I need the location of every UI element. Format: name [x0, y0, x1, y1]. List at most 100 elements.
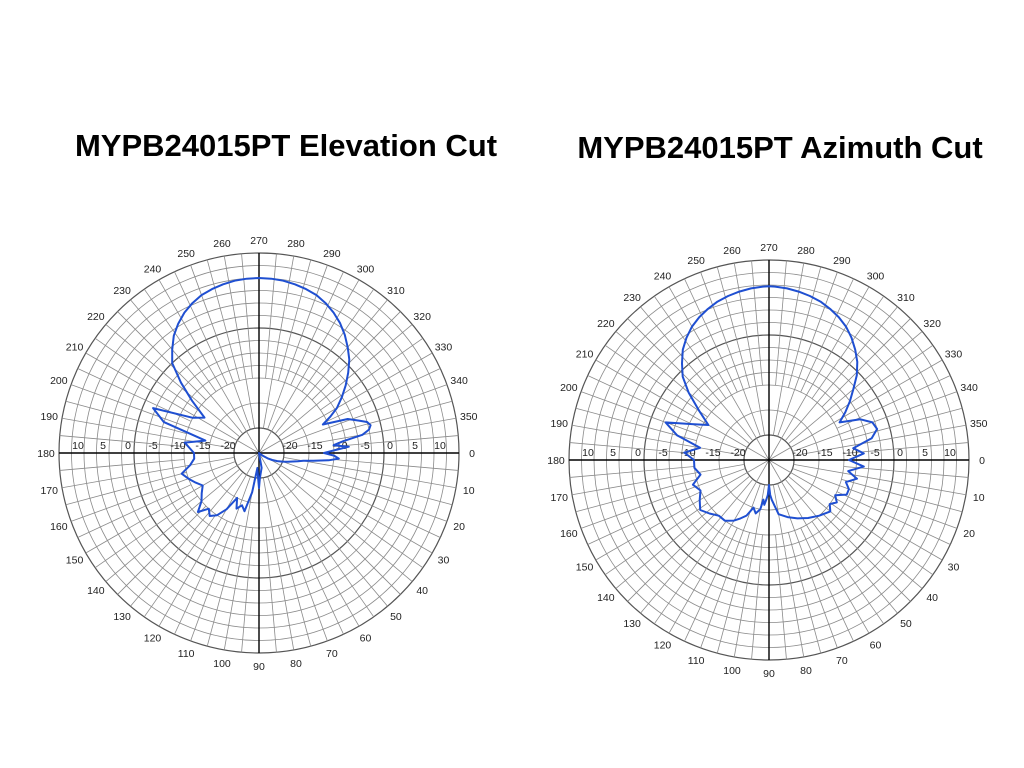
- elevation-spoke: [130, 299, 244, 435]
- azimuth-spoke: [777, 483, 838, 649]
- elevation-angle-label: 240: [144, 264, 162, 276]
- azimuth-spoke: [575, 479, 697, 513]
- elevation-angle-label: 340: [450, 375, 468, 387]
- azimuth-spoke: [775, 260, 787, 386]
- azimuth-spoke: [716, 266, 750, 388]
- azimuth-spoke: [811, 521, 885, 625]
- azimuth-spoke: [604, 344, 708, 418]
- azimuth-radial-labels: -20 -20-15 -15-10 -10-5 -50 05 510 10: [582, 447, 956, 459]
- azimuth-spoke: [792, 468, 958, 529]
- elevation-angle-label: 30: [438, 555, 450, 567]
- elevation-radial-label: -15: [307, 440, 322, 452]
- azimuth-spoke: [777, 271, 838, 437]
- elevation-angle-label: 300: [357, 264, 375, 276]
- azimuth-angle-label: 80: [800, 665, 812, 677]
- elevation-radial-label: -20: [282, 440, 297, 452]
- elevation-pattern-line: [152, 277, 372, 517]
- elevation-angle-label: 0: [469, 448, 475, 460]
- elevation-angle-label: 120: [144, 632, 162, 644]
- azimuth-spoke: [843, 466, 969, 478]
- azimuth-spoke: [784, 306, 898, 442]
- azimuth-spoke: [843, 442, 969, 454]
- elevation-spoke: [59, 459, 185, 471]
- elevation-spoke: [278, 525, 312, 647]
- azimuth-spoke: [821, 512, 911, 602]
- elevation-spoke: [223, 255, 256, 429]
- azimuth-spoke: [800, 278, 854, 393]
- elevation-angle-label: 100: [213, 658, 231, 670]
- azimuth-inner-spoke: [768, 459, 791, 473]
- azimuth-angle-label: 210: [576, 349, 594, 361]
- elevation-spoke: [326, 484, 441, 538]
- azimuth-radial-label: -5: [658, 447, 667, 459]
- elevation-spoke: [130, 471, 244, 607]
- azimuth-spoke: [793, 463, 967, 496]
- azimuth-angle-label: 290: [833, 255, 851, 267]
- elevation-inner-spoke: [237, 440, 260, 454]
- azimuth-spoke: [615, 331, 751, 445]
- azimuth-grid: [568, 259, 970, 661]
- elevation-angle-label: 80: [290, 658, 302, 670]
- elevation-spoke: [70, 461, 236, 522]
- elevation-angle-label: 190: [40, 411, 58, 423]
- elevation-spoke: [117, 505, 207, 595]
- azimuth-spoke: [580, 391, 746, 452]
- azimuth-spoke: [821, 318, 911, 408]
- elevation-spoke: [65, 472, 187, 506]
- azimuth-angle-label: 280: [797, 245, 815, 257]
- azimuth-angle-label: 0: [979, 455, 985, 467]
- azimuth-spoke: [751, 534, 763, 660]
- azimuth-angle-label: 150: [576, 562, 594, 574]
- elevation-spoke: [274, 299, 388, 435]
- elevation-spoke: [174, 520, 228, 635]
- elevation-spoke: [271, 279, 360, 432]
- azimuth-radial-label: -10: [842, 447, 857, 459]
- elevation-spoke: [282, 461, 448, 522]
- elevation-spoke: [174, 271, 228, 386]
- elevation-spoke: [277, 468, 413, 582]
- elevation-spoke: [143, 288, 217, 392]
- azimuth-spoke: [788, 266, 822, 388]
- elevation-angle-label: 310: [387, 285, 405, 297]
- azimuth-angle-label: 340: [960, 382, 978, 394]
- azimuth-spoke: [668, 481, 757, 634]
- azimuth-spoke: [569, 466, 695, 478]
- elevation-angle-label: 20: [453, 521, 465, 533]
- azimuth-spoke: [775, 534, 787, 660]
- elevation-angle-label: 230: [113, 285, 131, 297]
- azimuth-spoke: [841, 479, 963, 513]
- azimuth-angle-label: 110: [688, 655, 705, 667]
- elevation-spoke: [262, 255, 295, 429]
- elevation-inner-spoke: [258, 440, 281, 454]
- elevation-inner-spoke: [258, 452, 272, 475]
- azimuth-spoke: [788, 532, 822, 654]
- azimuth-radial-label: 0: [635, 447, 641, 459]
- elevation-inner-spoke: [237, 452, 260, 466]
- elevation-spoke: [117, 311, 207, 401]
- azimuth-angle-label: 10: [973, 492, 985, 504]
- azimuth-spoke: [640, 306, 754, 442]
- elevation-angle-label: 330: [435, 342, 453, 354]
- azimuth-angle-label: 40: [926, 592, 938, 604]
- azimuth-spoke: [781, 286, 870, 439]
- elevation-angle-label: 10: [463, 485, 475, 497]
- elevation-angle-label: 140: [87, 585, 105, 597]
- azimuth-spoke: [700, 483, 761, 649]
- elevation-spoke: [158, 474, 247, 627]
- azimuth-radial-label: -5: [870, 447, 879, 459]
- azimuth-spoke: [836, 491, 951, 545]
- azimuth-spoke: [627, 318, 717, 408]
- azimuth-spoke: [580, 468, 746, 529]
- elevation-angle-label: 130: [113, 611, 131, 623]
- azimuth-spoke: [571, 424, 745, 457]
- elevation-spoke: [320, 337, 424, 411]
- elevation-spoke: [274, 471, 388, 607]
- elevation-angle-label: 180: [37, 448, 55, 460]
- elevation-angle-label: 250: [177, 248, 195, 260]
- azimuth-angle-label: 230: [623, 292, 641, 304]
- azimuth-angle-label: 270: [760, 242, 778, 254]
- azimuth-angle-label: 200: [560, 382, 578, 394]
- azimuth-spoke: [653, 295, 727, 399]
- azimuth-spoke: [716, 532, 750, 654]
- elevation-angle-label: 270: [250, 235, 268, 247]
